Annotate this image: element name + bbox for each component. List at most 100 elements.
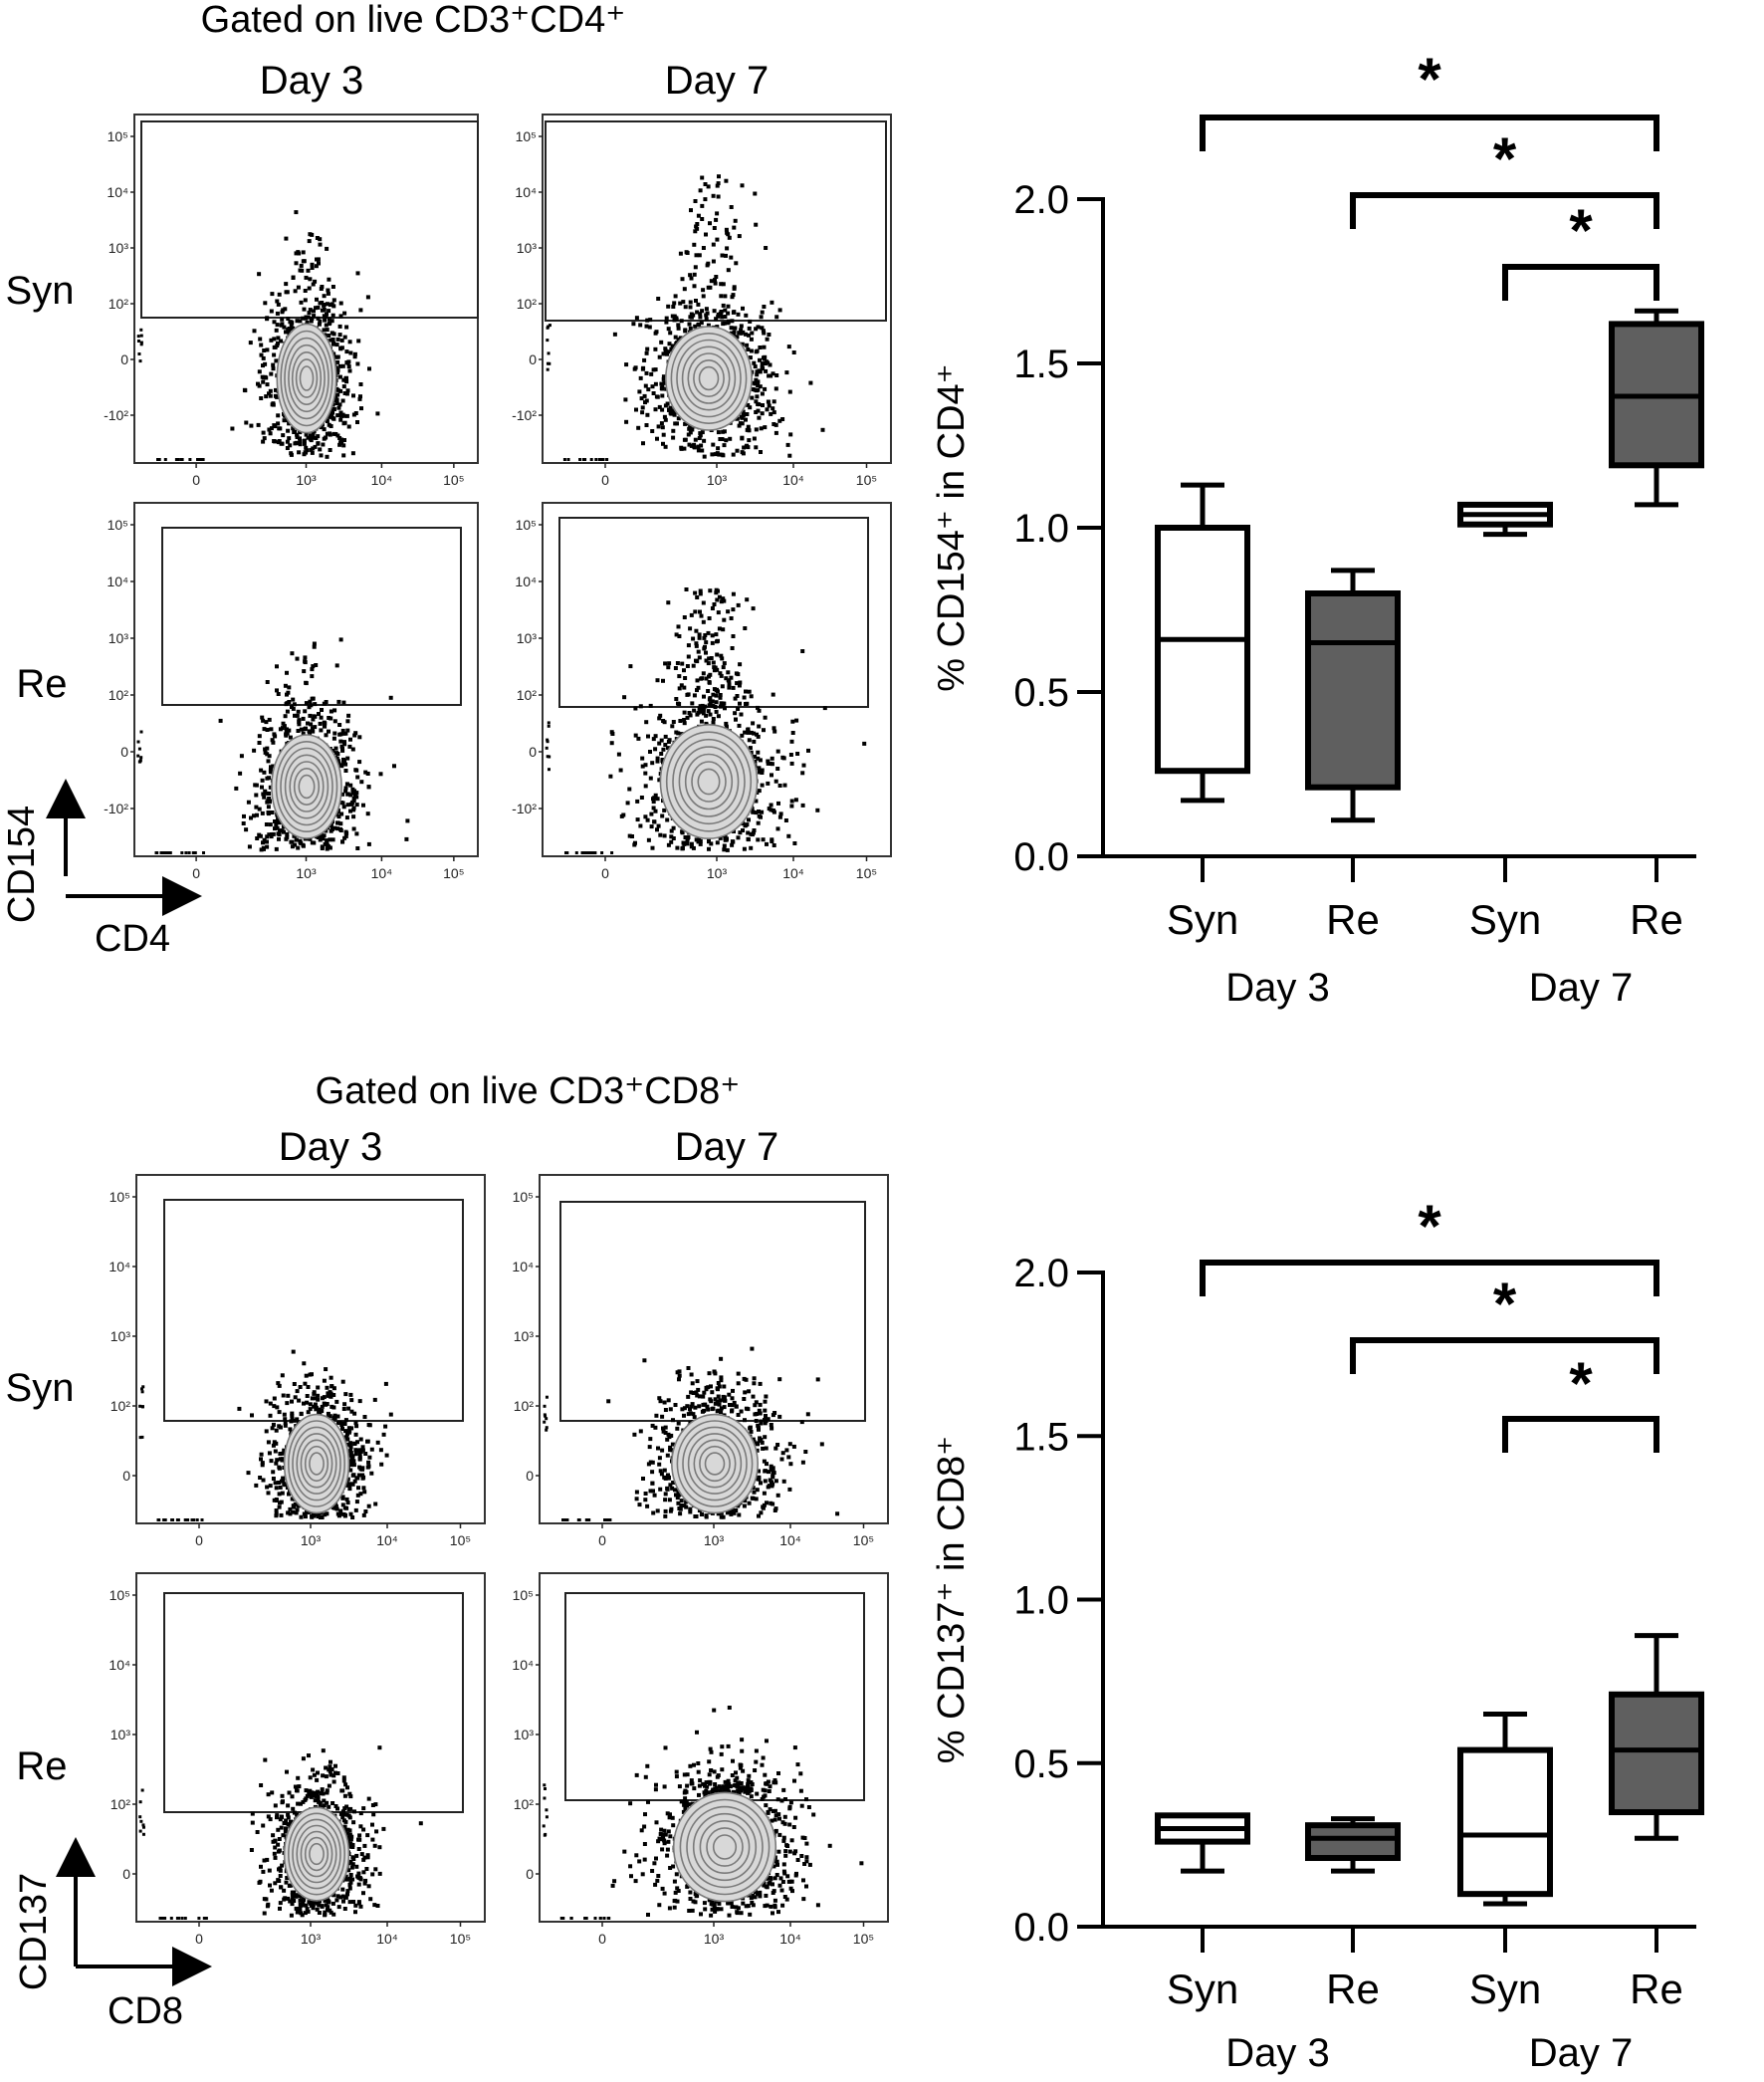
gate-rectangle (558, 517, 869, 708)
y-tick-label: 10⁵ (110, 1587, 130, 1603)
group-label: Day 7 (1529, 966, 1634, 1010)
y-tick-label: 10³ (110, 1727, 131, 1742)
x-tick-label: 10⁴ (371, 472, 393, 488)
x-tick-label: 10³ (296, 865, 317, 881)
y-tick-label: 1.0 (1013, 1579, 1069, 1623)
x-tick-label: Re (1326, 896, 1380, 943)
contour-core (283, 1806, 350, 1902)
x-tick-label: Syn (1469, 1966, 1541, 2012)
significance-star: * (1493, 1271, 1517, 1337)
row-label-syn: Syn (6, 1366, 75, 1410)
y-tick-label: 10⁴ (515, 184, 537, 200)
contour-core (670, 1413, 759, 1514)
box-syn-day3: Syn (1155, 482, 1250, 943)
y-tick-label: 10³ (514, 1727, 535, 1742)
x-tick-label: 10⁴ (782, 865, 804, 881)
y-tick-label: 2.0 (1013, 178, 1069, 222)
y-tick-label: 10⁴ (109, 1657, 130, 1673)
y-tick-label: 0.0 (1013, 835, 1069, 879)
y-tick-label: 2.0 (1013, 1252, 1069, 1295)
x-axis-label: CD8 (108, 1990, 183, 2032)
x-tick-label: Re (1630, 1966, 1683, 2012)
x-tick-label: 10⁴ (782, 472, 804, 488)
y-tick-label: 1.5 (1013, 1415, 1069, 1459)
x-tick-label: 10³ (301, 1532, 322, 1548)
y-tick-label: 10⁵ (108, 128, 128, 144)
significance-star: * (1569, 1350, 1593, 1417)
contour-core (659, 723, 759, 839)
y-tick-label: 10³ (110, 1328, 131, 1344)
box-iqr (1305, 1822, 1401, 1862)
contour-core (276, 323, 337, 434)
y-tick-label: 10⁵ (513, 1189, 534, 1205)
x-tick-label: 0 (195, 1931, 203, 1947)
y-tick-label: 0.0 (1013, 1906, 1069, 1950)
col-label-day3: Day 3 (260, 59, 364, 103)
y-axis-label: % CD154⁺ in CD4⁺ (931, 363, 973, 691)
box-syn-day7: Syn (1457, 1711, 1553, 2012)
gate-rectangle (163, 1199, 464, 1422)
x-tick-label: 10⁴ (376, 1532, 398, 1548)
x-tick-label: Re (1630, 896, 1683, 943)
box-iqr (1457, 1746, 1553, 1898)
col-label-day3: Day 3 (279, 1125, 383, 1169)
contour-core (672, 1791, 777, 1903)
y-tick-label: 1.5 (1013, 343, 1069, 386)
significance-bracket: * (1200, 1193, 1659, 1296)
significance-star: * (1418, 46, 1441, 113)
flow-panel-cd4: Gated on live CD3⁺CD4⁺ Day 3 Day 7 Syn R… (1, 0, 892, 960)
x-tick-label: 10³ (707, 865, 728, 881)
x-tick-label: Syn (1167, 1966, 1238, 2012)
box-syn-day3: Syn (1155, 1812, 1250, 2012)
row-label-syn: Syn (6, 269, 75, 313)
gate-rectangle (163, 1592, 464, 1813)
y-tick-label: 0 (122, 1866, 130, 1882)
y-tick-label: -10² (104, 801, 128, 816)
x-tick-label: 10⁵ (853, 1532, 874, 1548)
facs-plot: 10⁵ 10⁴ 10³ 10² 0 0 10³ 10⁴ 10⁵ (109, 1174, 486, 1548)
y-tick-label: 10² (109, 296, 129, 312)
x-tick-label: 10⁵ (856, 472, 877, 488)
y-tick-label: 10² (517, 296, 538, 312)
group-label: Day 3 (1225, 966, 1330, 1010)
bracket-line (1502, 1416, 1659, 1453)
y-axis-label: CD137 (13, 1873, 55, 1990)
x-tick-label: 10⁴ (779, 1532, 801, 1548)
y-tick-label: 10⁴ (512, 1657, 534, 1673)
box-iqr (1305, 590, 1401, 791)
box-chart-cd154: 0.0 0.5 1.0 1.5 2.0 % CD154⁺ in CD4⁺ Syn Re Syn R… (931, 46, 1704, 1010)
x-tick-label: Re (1326, 1966, 1380, 2012)
significance-bracket: * (1350, 1271, 1659, 1374)
x-axis-label: CD4 (95, 918, 170, 960)
y-tick-label: 0 (122, 1468, 130, 1484)
y-tick-label: 10³ (517, 630, 538, 646)
significance-star: * (1569, 197, 1593, 264)
x-tick-label: 0 (192, 865, 200, 881)
y-tick-label: 10² (517, 687, 538, 703)
y-tick-label: 10² (109, 687, 129, 703)
facs-plot: 10⁵ 10⁴ 10³ 10² 0 -10² 0 10³ 10⁴ 10⁵ (104, 502, 479, 881)
box-re-day3: Re (1305, 568, 1401, 943)
contour-core (664, 326, 753, 431)
y-tick-label: 10⁴ (515, 574, 537, 589)
y-tick-label: 0 (529, 744, 537, 760)
x-tick-label: 10⁵ (450, 1931, 471, 1947)
y-tick-label: 0 (120, 351, 128, 367)
significance-bracket: * (1502, 1350, 1659, 1453)
x-tick-label: 10⁵ (450, 1532, 471, 1548)
x-tick-label: 10³ (704, 1532, 725, 1548)
facs-plot: 10⁵ 10⁴ 10³ 10² 0 0 10³ 10⁴ 10⁵ (109, 1572, 486, 1947)
y-axis-label: CD154 (1, 806, 43, 923)
facs-plot: 10⁵ 10⁴ 10³ 10² 0 -10² 0 10³ 10⁴ 10⁵ (512, 114, 892, 488)
x-tick-label: 0 (195, 1532, 203, 1548)
y-tick-label: 10² (110, 1796, 131, 1812)
y-tick-label: 10⁵ (513, 1587, 534, 1603)
y-tick-label: 10² (514, 1796, 535, 1812)
y-tick-label: -10² (104, 407, 128, 423)
x-tick-label: 10³ (704, 1931, 725, 1947)
y-tick-label: 0 (120, 744, 128, 760)
x-tick-label: 0 (192, 472, 200, 488)
x-tick-label: 10³ (301, 1931, 322, 1947)
flow-title: Gated on live CD3⁺CD4⁺ (201, 0, 626, 41)
